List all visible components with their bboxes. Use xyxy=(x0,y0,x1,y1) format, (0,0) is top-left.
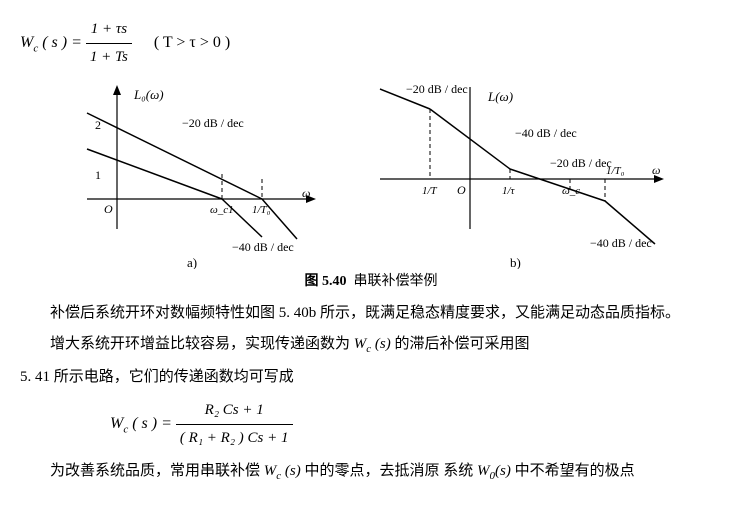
origin-a: O xyxy=(104,202,113,216)
paragraph-2: 增大系统开环增益比较容易，实现传递函数为 Wc (s) 的滞后补偿可采用图 xyxy=(20,331,722,360)
para4-sym1: W xyxy=(264,463,277,479)
slope4-b: −40 dB / dec xyxy=(590,236,652,250)
para4b: 中的零点，去抵消原 系统 xyxy=(304,463,477,479)
caption-no: 图 5.40 xyxy=(305,274,347,289)
mark-2: 2 xyxy=(95,118,101,132)
para4a: 为改善系统品质，常用串联补偿 xyxy=(50,463,264,479)
formula-lhs-sub: c xyxy=(33,42,38,54)
xaxis-end-a: ω xyxy=(302,186,310,200)
xt-1tau: 1/τ xyxy=(502,185,516,197)
slope-lower-a: −40 dB / dec xyxy=(232,240,294,254)
para4-sym2: W xyxy=(477,463,490,479)
formula2-lhs: W xyxy=(110,415,123,432)
para4-arg2: (s) xyxy=(495,463,515,479)
formula-num: 1 + τs xyxy=(86,16,132,44)
mark-1: 1 xyxy=(95,168,101,182)
paragraph-3: 5. 41 所示电路，它们的传递函数均可写成 xyxy=(20,364,722,391)
bode-plot-a: L₀(ω) −20 dB / dec −40 dB / dec 2 1 O ω_… xyxy=(62,79,332,269)
y-label-a: L₀(ω) xyxy=(133,87,164,102)
xt-T0b: 1/T₀ xyxy=(606,165,625,177)
formula-frac: 1 + τs 1 + Ts xyxy=(86,16,132,71)
y-label-b: L(ω) xyxy=(487,89,513,104)
xtick-T0: 1/T₀ xyxy=(252,204,271,216)
para4-arg1: (s) xyxy=(281,463,304,479)
seg3-b xyxy=(510,169,605,201)
paragraph-1: 补偿后系统开环对数幅频特性如图 5. 40b 所示，既满足稳态精度要求，又能满足… xyxy=(20,300,722,327)
slope1-b: −20 dB / dec xyxy=(406,82,468,96)
xt-wc: ω_c xyxy=(562,185,580,197)
formula2-num: R₂ Cs + 1 xyxy=(176,397,293,425)
y-axis-arrow xyxy=(113,85,121,95)
formula-wc2: Wc ( s ) = R₂ Cs + 1 ( R₁ + R₂ ) Cs + 1 xyxy=(110,397,722,452)
figure-caption: 图 5.40 串联补偿举例 xyxy=(20,269,722,294)
formula-den: 1 + Ts xyxy=(86,44,132,71)
formula-lhs-arg: ( s ) = xyxy=(42,34,82,51)
formula-lhs: W xyxy=(20,34,33,51)
formula-wc: Wc ( s ) = 1 + τs 1 + Ts ( T > τ > 0 ) xyxy=(20,16,722,71)
xaxis-end-b: ω xyxy=(652,163,660,177)
formula2-frac: R₂ Cs + 1 ( R₁ + R₂ ) Cs + 1 xyxy=(176,397,293,452)
formula2-lhs-arg: ( s ) = xyxy=(132,415,172,432)
slope2-b: −40 dB / dec xyxy=(515,126,577,140)
bode-plot-b: −20 dB / dec −40 dB / dec −20 dB / dec −… xyxy=(360,79,680,269)
para2a: 增大系统开环增益比较容易，实现传递函数为 xyxy=(50,336,354,352)
xtick-wc1: ω_c1 xyxy=(210,204,234,216)
xt-1T: 1/T xyxy=(422,185,438,197)
slope-upper-a: −20 dB / dec xyxy=(182,116,244,130)
formula-cond: ( T > τ > 0 ) xyxy=(154,34,230,51)
sublabel-a: a) xyxy=(187,255,197,269)
origin-b: O xyxy=(457,183,466,197)
para2-arg: (s) xyxy=(371,336,394,352)
para2-sym: W xyxy=(354,336,367,352)
figure-row: L₀(ω) −20 dB / dec −40 dB / dec 2 1 O ω_… xyxy=(20,79,722,269)
paragraph-4: 为改善系统品质，常用串联补偿 Wc (s) 中的零点，去抵消原 系统 W0(s)… xyxy=(20,458,722,487)
formula2-den: ( R₁ + R₂ ) Cs + 1 xyxy=(176,425,293,452)
para4c: 中不希望有的极点 xyxy=(515,463,635,479)
formula2-lhs-sub: c xyxy=(123,423,128,435)
caption-text: 串联补偿举例 xyxy=(354,274,438,289)
sublabel-b: b) xyxy=(510,255,521,269)
line-1-seg1 xyxy=(87,149,222,199)
slope3-b: −20 dB / dec xyxy=(550,156,612,170)
para2b: 的滞后补偿可采用图 xyxy=(394,336,529,352)
